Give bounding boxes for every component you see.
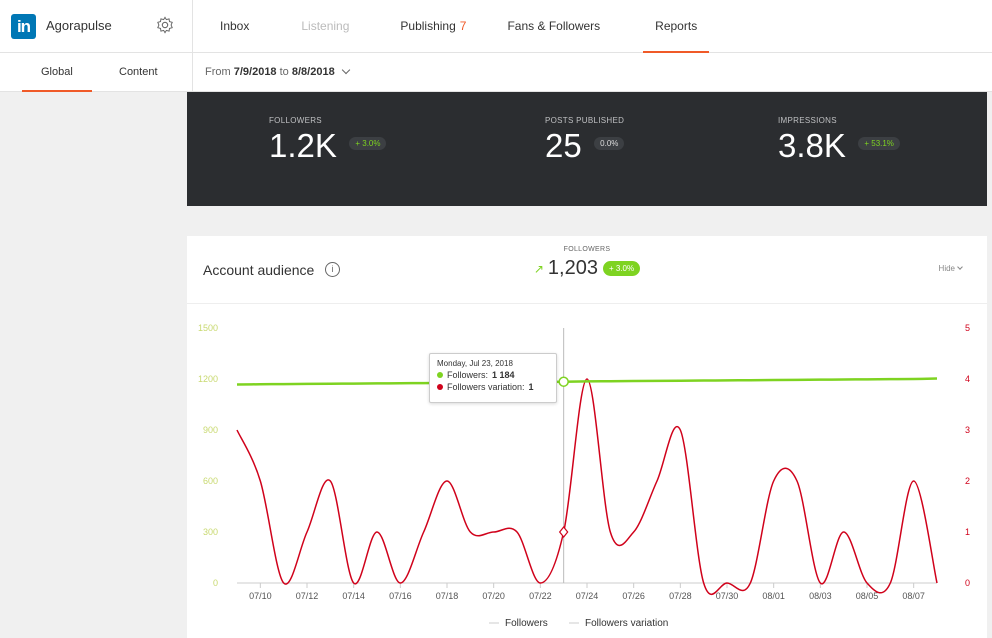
y-left-tick-label: 300 xyxy=(203,527,218,537)
nav-reports[interactable]: Reports xyxy=(643,0,710,53)
stat-impressions: IMPRESSIONS 3.8K + 53.1% xyxy=(778,116,900,165)
tooltip-value: 1 184 xyxy=(492,370,515,380)
y-left-tick-label: 0 xyxy=(213,578,218,588)
nav-fans-followers[interactable]: Fans & Followers xyxy=(507,0,600,53)
stat-label: IMPRESSIONS xyxy=(778,116,837,125)
tooltip-label: Followers variation: xyxy=(447,382,525,392)
y-left-tick-label: 1500 xyxy=(198,323,218,333)
stat-posts-published: POSTS PUBLISHED 25 0.0% xyxy=(545,116,625,165)
account-audience-card: Account audience i FOLLOWERS ↗ 1,203 + 3… xyxy=(187,236,987,638)
hide-label: Hide xyxy=(938,264,955,273)
x-tick-label: 08/05 xyxy=(856,591,879,601)
audience-title: Account audience xyxy=(203,262,315,278)
stat-value: 1.2K xyxy=(269,127,337,164)
publishing-count-badge: 7 xyxy=(459,19,467,33)
tab-content[interactable]: Content xyxy=(119,66,158,78)
audience-header: Account audience i FOLLOWERS ↗ 1,203 + 3… xyxy=(187,236,987,304)
x-tick-label: 07/16 xyxy=(389,591,412,601)
variation-dot-icon xyxy=(437,384,443,390)
y-left-tick-label: 1200 xyxy=(198,374,218,384)
x-tick-label: 07/28 xyxy=(669,591,692,601)
stat-change-badge: 0.0% xyxy=(594,137,625,150)
followers-variation-series-line xyxy=(236,378,938,595)
nav-fans-followers-label: Fans & Followers xyxy=(507,19,601,33)
x-tick-label: 07/10 xyxy=(249,591,272,601)
x-tick-label: 07/18 xyxy=(436,591,459,601)
x-tick-label: 07/22 xyxy=(529,591,552,601)
x-tick-label: 07/26 xyxy=(622,591,645,601)
top-bar: in Agorapulse Inbox Listening Publishing… xyxy=(0,0,992,53)
hide-button[interactable]: Hide xyxy=(938,264,963,273)
legend-followers: Followers xyxy=(505,618,548,629)
date-range-prefix: From xyxy=(205,66,231,78)
summary-stats-card: FOLLOWERS 1.2K + 3.0% POSTS PUBLISHED 25… xyxy=(187,92,987,206)
followers-series-line xyxy=(236,377,938,386)
account-name[interactable]: Agorapulse xyxy=(46,18,112,33)
nav-publishing[interactable]: Publishing 7 xyxy=(400,0,466,53)
left-panel xyxy=(0,92,187,638)
report-tabs: Global Content xyxy=(0,53,193,92)
date-start: 7/9/2018 xyxy=(233,66,277,78)
y-right-tick-label: 0 xyxy=(965,578,970,588)
chevron-down-icon xyxy=(341,65,351,75)
stat-label: POSTS PUBLISHED xyxy=(545,116,625,125)
followers-dot-icon xyxy=(437,372,443,378)
stat-value: 3.8K xyxy=(778,127,846,164)
gear-icon[interactable] xyxy=(156,16,174,34)
sub-bar: Global Content From 7/9/2018 to 8/8/2018 xyxy=(0,53,992,92)
chevron-down-icon xyxy=(957,264,963,270)
followers-highlight-point xyxy=(558,376,569,387)
nav-inbox[interactable]: Inbox xyxy=(220,0,249,53)
tooltip-row-variation: Followers variation: 1 xyxy=(437,382,549,392)
kpi-value: 1,203 xyxy=(547,257,598,279)
audience-line-chart: 0 300 600 900 1200 1500 0 1 2 3 4 5 07/10 07/12 07/14 0… xyxy=(198,323,970,629)
date-end: 8/8/2018 xyxy=(291,66,335,78)
tooltip-date: Monday, Jul 23, 2018 xyxy=(437,359,513,368)
chart-tooltip: Monday, Jul 23, 2018 Followers: 1 184 Fol… xyxy=(429,353,557,403)
main-nav: Inbox Listening Publishing 7 Fans & Follo… xyxy=(193,0,710,53)
followers-kpi: FOLLOWERS ↗ 1,203 + 3.0% xyxy=(527,246,647,280)
y-right-tick-label: 3 xyxy=(965,425,970,435)
x-tick-label: 07/30 xyxy=(716,591,739,601)
brand-area: in Agorapulse xyxy=(0,0,193,53)
tooltip-value: 1 xyxy=(528,382,534,392)
date-range-picker[interactable]: From 7/9/2018 to 8/8/2018 xyxy=(205,53,351,92)
y-left-tick-label: 900 xyxy=(203,425,218,435)
x-tick-label: 08/03 xyxy=(809,591,832,601)
nav-listening-label: Listening xyxy=(301,19,350,33)
info-icon[interactable]: i xyxy=(325,262,340,277)
y-right-tick-label: 5 xyxy=(965,323,970,333)
nav-reports-label: Reports xyxy=(655,19,698,33)
stat-change-badge: + 3.0% xyxy=(349,137,387,150)
legend-followers-variation: Followers variation xyxy=(585,618,668,629)
y-right-tick-label: 2 xyxy=(965,476,970,486)
trend-up-icon: ↗ xyxy=(533,261,544,276)
x-tick-label: 08/01 xyxy=(762,591,785,601)
y-left-tick-label: 600 xyxy=(203,476,218,486)
variation-highlight-point xyxy=(558,526,569,538)
y-right-tick-label: 4 xyxy=(965,374,970,384)
nav-inbox-label: Inbox xyxy=(220,19,250,33)
x-tick-label: 07/12 xyxy=(296,591,319,601)
stat-followers: FOLLOWERS 1.2K + 3.0% xyxy=(269,116,387,165)
y-right-tick-label: 1 xyxy=(965,527,970,537)
kpi-change-badge: + 3.0% xyxy=(602,261,641,276)
tooltip-label: Followers: xyxy=(447,370,489,380)
date-range-to: to xyxy=(279,66,289,78)
tab-global[interactable]: Global xyxy=(22,53,92,92)
stat-label: FOLLOWERS xyxy=(269,116,322,125)
stat-value: 25 xyxy=(545,127,582,164)
x-tick-label: 07/14 xyxy=(342,591,365,601)
nav-publishing-label: Publishing xyxy=(400,19,456,33)
linkedin-logo-icon: in xyxy=(11,14,36,39)
x-tick-label: 07/24 xyxy=(576,591,599,601)
tooltip-row-followers: Followers: 1 184 xyxy=(437,370,549,380)
x-tick-label: 08/07 xyxy=(902,591,925,601)
stat-change-badge: + 53.1% xyxy=(858,137,900,150)
x-tick-label: 07/20 xyxy=(482,591,505,601)
nav-listening[interactable]: Listening xyxy=(301,0,349,53)
kpi-label: FOLLOWERS xyxy=(563,246,611,253)
